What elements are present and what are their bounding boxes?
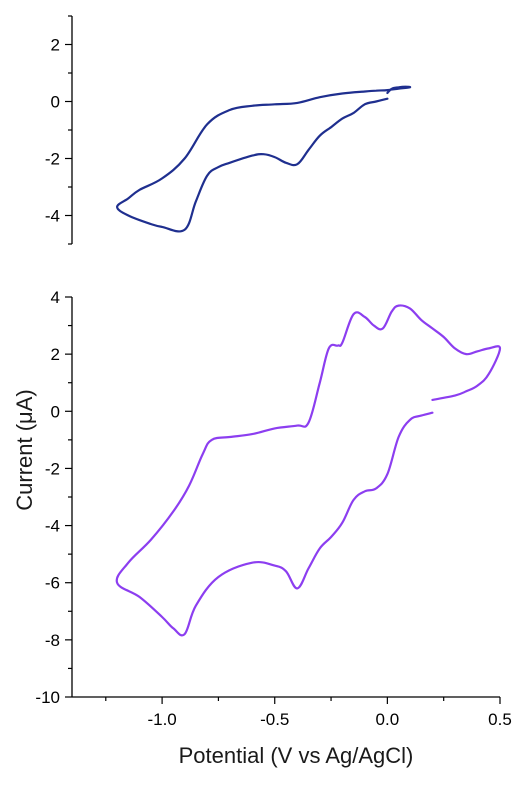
y-tick-label: 2 bbox=[51, 345, 60, 364]
x-tick-label: -0.5 bbox=[260, 710, 289, 729]
y-tick-label: -10 bbox=[35, 688, 60, 707]
x-axis-title: Potential (V vs Ag/AgCl) bbox=[179, 743, 414, 768]
cv-trace-2 bbox=[115, 304, 502, 637]
y-axis-title: Current (μA) bbox=[12, 389, 37, 510]
y-tick-label: -4 bbox=[45, 517, 60, 536]
y-tick-label: 0 bbox=[51, 402, 60, 421]
y-tick-label: -4 bbox=[45, 207, 60, 226]
x-tick-label: -1.0 bbox=[147, 710, 176, 729]
y-tick-label: 0 bbox=[51, 93, 60, 112]
y-tick-label: 4 bbox=[51, 288, 60, 307]
y-tick-label: -8 bbox=[45, 631, 60, 650]
x-tick-label: 0.5 bbox=[488, 710, 512, 729]
chart-panel-1: -4 -2 0 2 bbox=[45, 15, 412, 245]
y-tick-label: -2 bbox=[45, 150, 60, 169]
x-tick-label: 0.0 bbox=[376, 710, 400, 729]
y-tick-label: 2 bbox=[51, 36, 60, 55]
y-tick-label: -2 bbox=[45, 459, 60, 478]
y-tick-label: -6 bbox=[45, 574, 60, 593]
cv-trace-1 bbox=[116, 85, 412, 233]
chart-panel-2: -10 -8 -6 -4 -2 0 2 4 -1.0 -0.5 0.0 0.5 Potential (V… bbox=[12, 288, 512, 768]
